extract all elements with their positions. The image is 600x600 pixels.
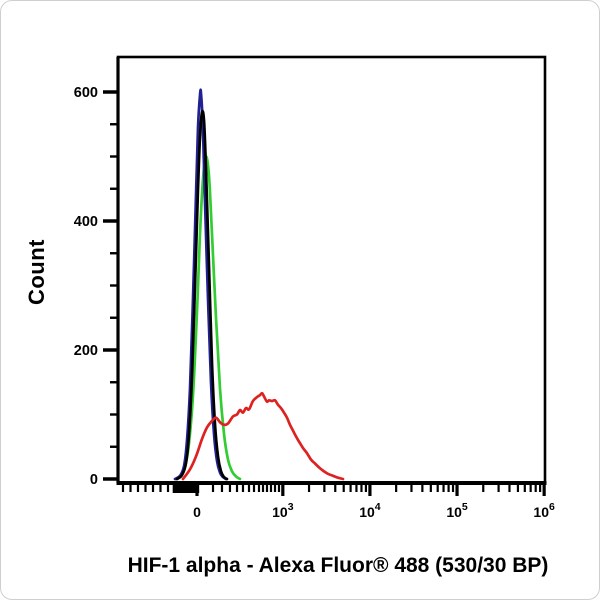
series-navy-control-histogram: [173, 88, 228, 481]
y-axis-tick-label: 200: [74, 343, 98, 359]
y-axis-tick-label: 0: [90, 472, 98, 488]
x-axis-tick-label: 104: [359, 501, 381, 520]
plot-border: [116, 55, 547, 485]
y-axis-tick-label: 400: [74, 214, 98, 230]
x-axis-tick-label: 105: [446, 501, 468, 520]
y-axis-title: Count: [24, 238, 49, 306]
x-axis-tick-label: 106: [533, 501, 555, 520]
x-axis-title: HIF-1 alpha - Alexa Fluor® 488 (530/30 B…: [127, 554, 549, 577]
series-black-control-histogram: [175, 109, 229, 481]
y-axis-tick-label: 600: [74, 85, 98, 101]
x-axis-tick-label: 0: [193, 504, 201, 520]
series-red-hif1-alpha-histogram: [181, 391, 345, 481]
x-axis-tick-label: 103: [272, 501, 294, 520]
